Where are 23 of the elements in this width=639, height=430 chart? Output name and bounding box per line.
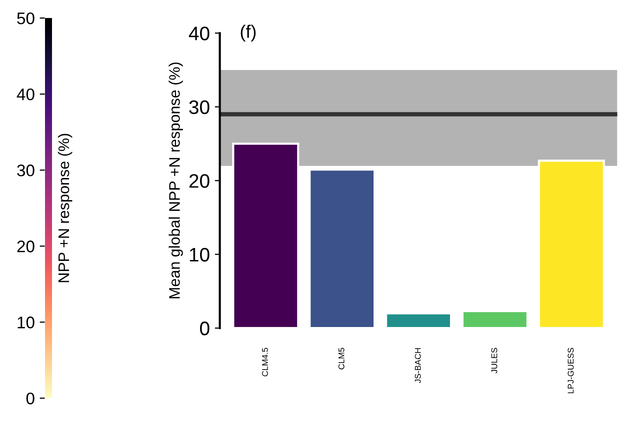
- x-tick-label: JS-BACH: [414, 348, 421, 384]
- color-bar-label: 10: [18, 316, 34, 328]
- color-bar-label: 20: [17, 240, 34, 252]
- x-tick-label: CLM5: [338, 348, 344, 370]
- y-tick-label: 10: [190, 248, 210, 262]
- x-tick-label: LPJ-GUESS: [568, 348, 574, 394]
- color-bar-label: 0: [26, 392, 34, 404]
- bar: [461, 310, 529, 328]
- y-tick-label: 40: [188, 26, 210, 40]
- y-tick-label: 0: [200, 322, 210, 336]
- x-tick-label: JULES: [491, 348, 498, 374]
- y-tick-label: 30: [189, 100, 210, 114]
- bar: [385, 312, 452, 328]
- color-bar-label: 40: [16, 88, 34, 100]
- color-bar-title: NPP +N response (%): [58, 134, 72, 282]
- bar: [232, 142, 300, 328]
- bar: [538, 160, 605, 328]
- color-bar-label: 30: [17, 164, 34, 176]
- y-axis-title: Mean global NPP +N response (%): [168, 62, 183, 298]
- y-tick-label: 20: [189, 174, 210, 188]
- x-tick-label: CLM4.5: [262, 348, 268, 376]
- chart-title: (f): [240, 24, 256, 42]
- color-bar-label: 50: [17, 12, 34, 24]
